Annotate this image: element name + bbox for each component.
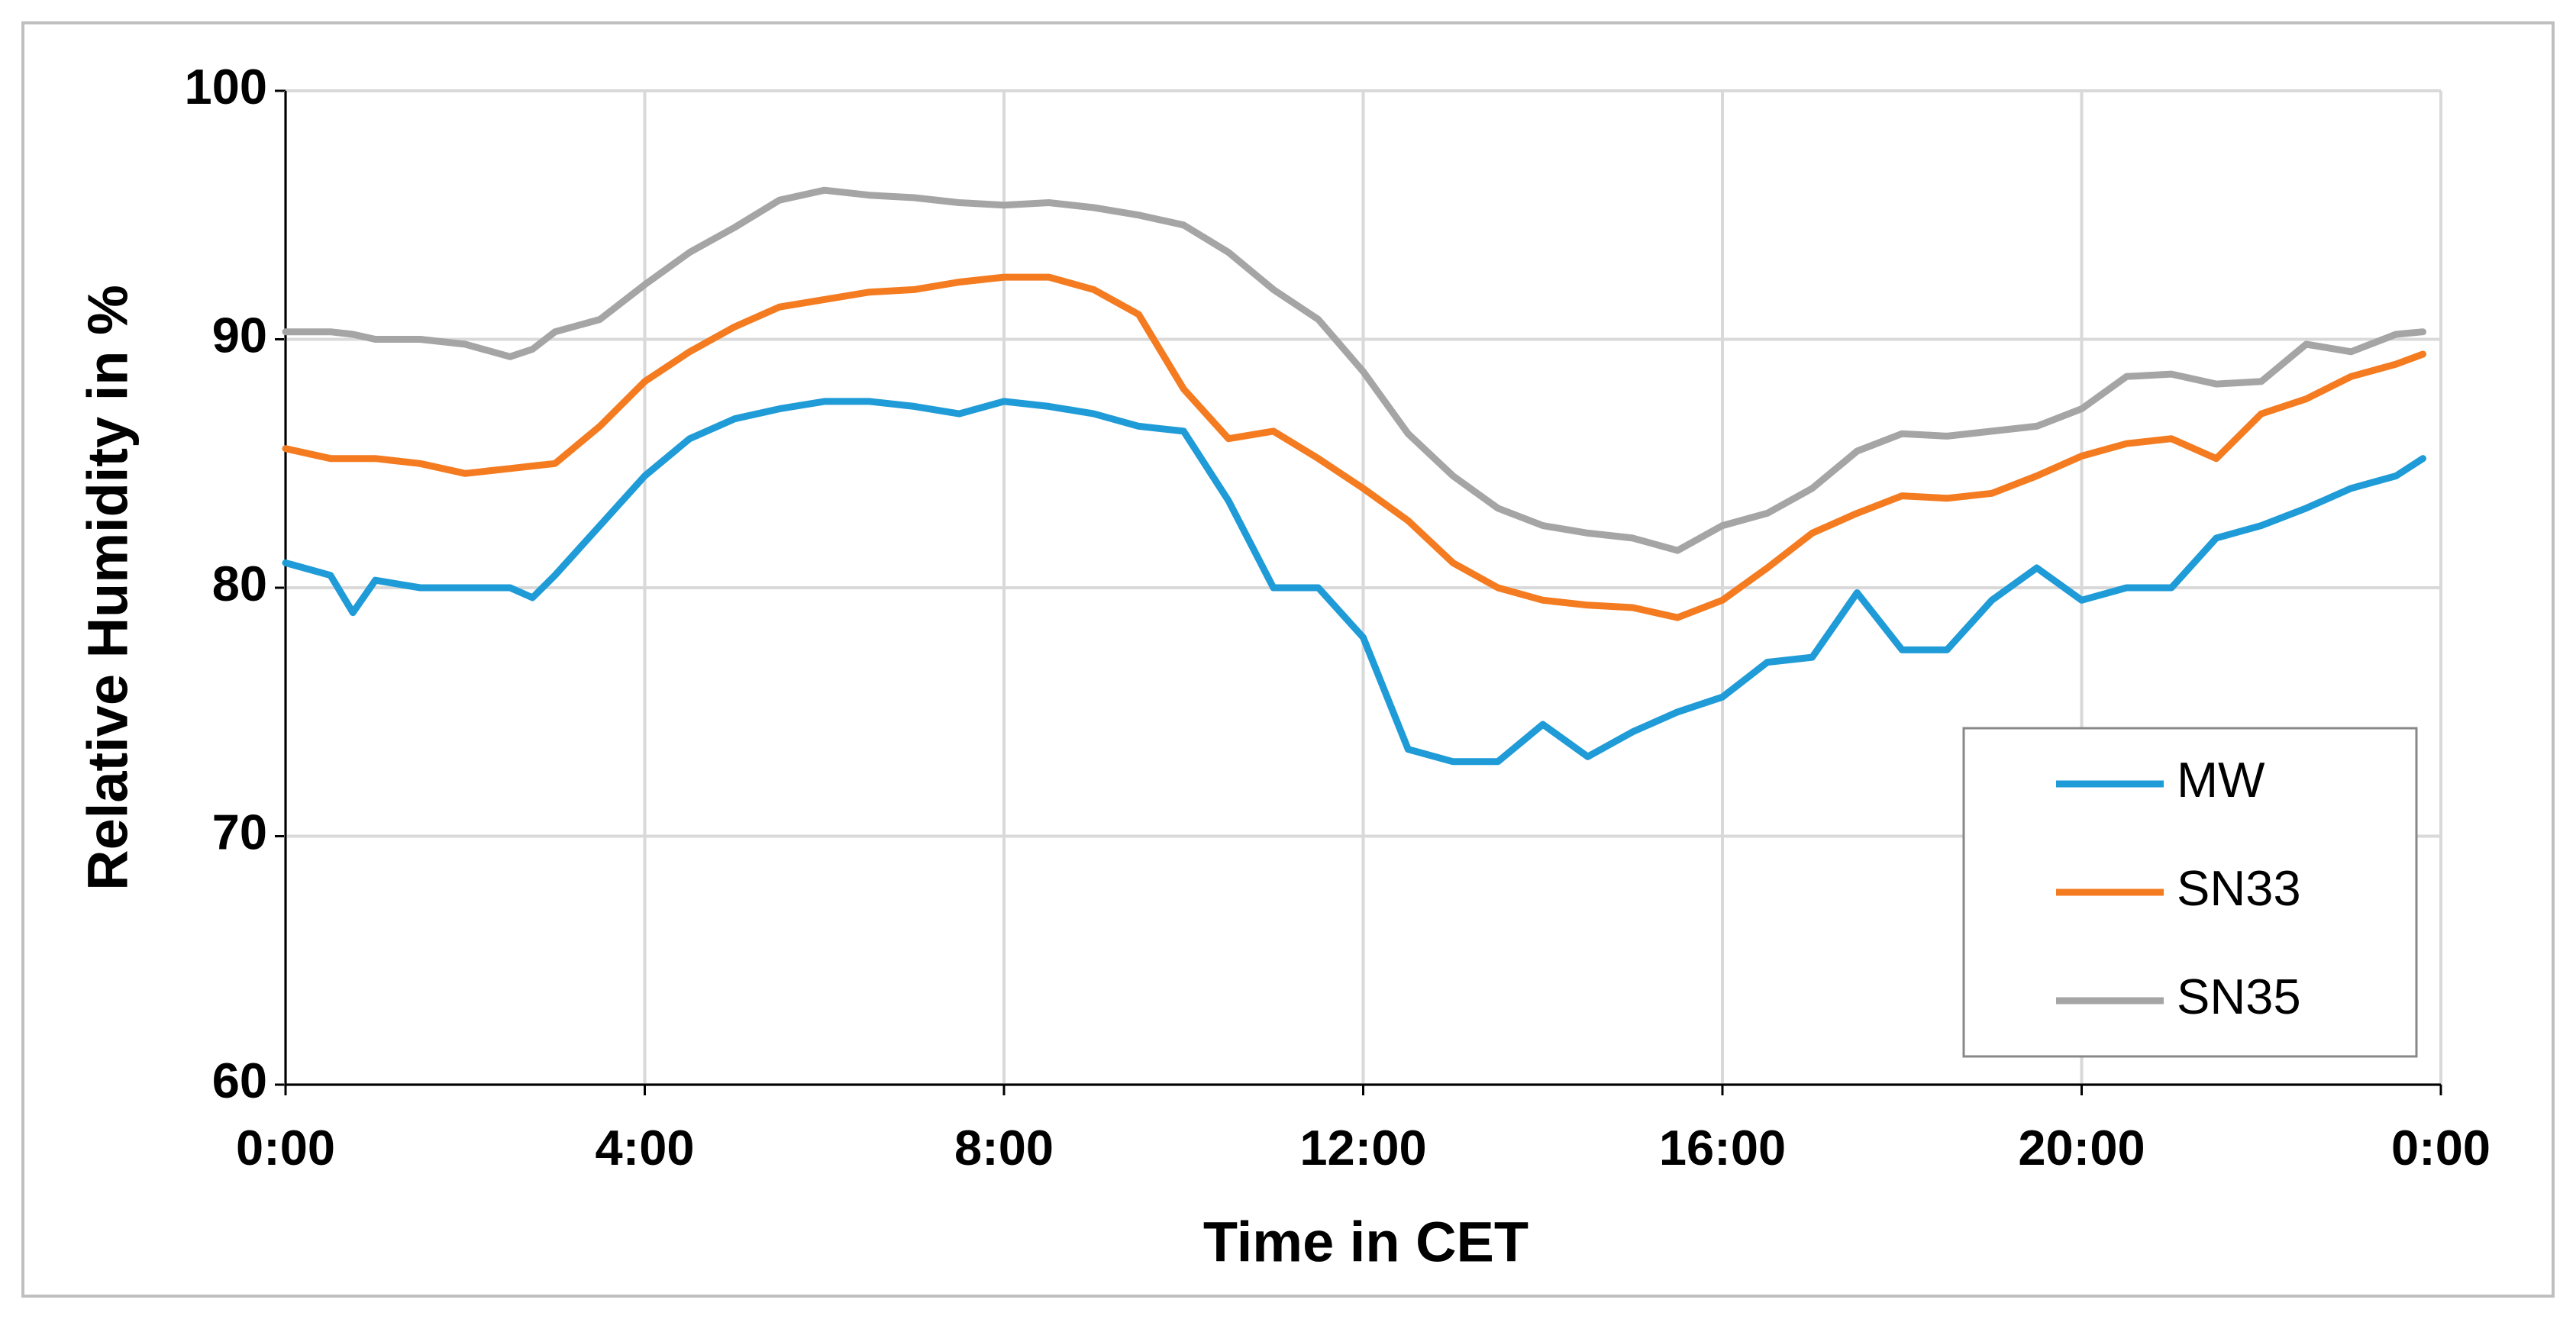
y-tick-label: 80 <box>212 556 267 611</box>
y-tick-label: 70 <box>212 805 267 860</box>
legend-label: MW <box>2177 752 2265 808</box>
legend-label: SN33 <box>2177 860 2301 916</box>
x-tick-label: 0:00 <box>2391 1120 2490 1175</box>
x-tick-label: 0:00 <box>236 1120 335 1175</box>
legend-label: SN35 <box>2177 969 2301 1024</box>
x-tick-label: 8:00 <box>954 1120 1054 1175</box>
data-line <box>282 186 2426 554</box>
x-tick-label: 4:00 <box>595 1120 694 1175</box>
y-tick-label: 100 <box>185 59 267 114</box>
data-line <box>282 273 2426 621</box>
x-tick-label: 20:00 <box>2018 1120 2145 1175</box>
y-tick-label: 90 <box>212 308 267 363</box>
x-axis-title: Time in CET <box>1203 1211 1528 1274</box>
legend-box <box>1962 727 2418 1058</box>
chart-border <box>21 21 2555 1298</box>
y-tick-label: 60 <box>212 1053 267 1108</box>
y-axis-title: Relative Humidity in % <box>76 285 140 891</box>
data-line <box>282 398 2426 766</box>
x-tick-label: 16:00 <box>1659 1120 1786 1175</box>
x-tick-label: 12:00 <box>1299 1120 1426 1175</box>
legend: MW SN33 SN35 <box>1962 727 2418 1058</box>
